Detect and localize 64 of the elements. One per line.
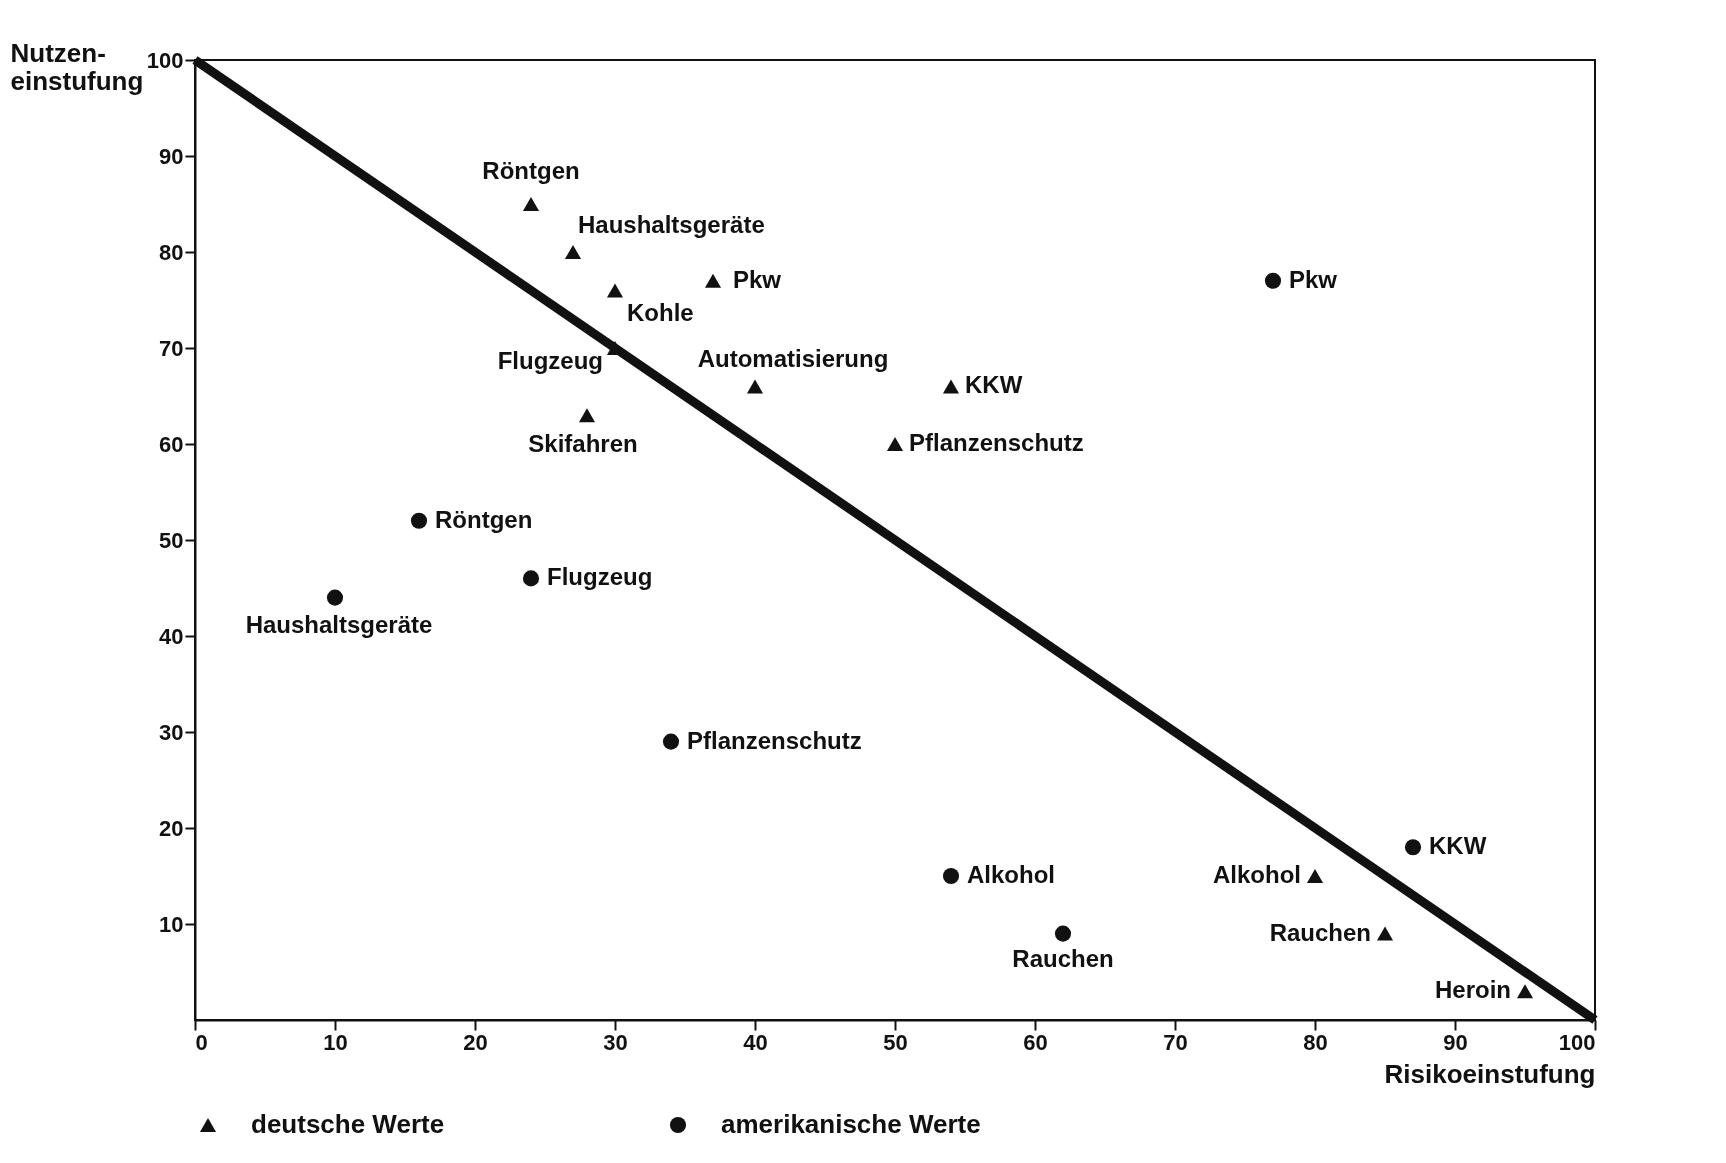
x-tick-label: 90 xyxy=(1443,1029,1468,1055)
point xyxy=(1376,926,1394,941)
annotation: Rauchen xyxy=(1012,944,1114,972)
x-tick-label: 60 xyxy=(1023,1029,1048,1055)
point xyxy=(662,733,680,750)
x-tick-label: 80 xyxy=(1303,1029,1328,1055)
annotation: Kohle xyxy=(627,299,694,327)
annotation: Pflanzenschutz xyxy=(687,726,862,754)
point xyxy=(522,197,540,211)
y-tick-label: 40 xyxy=(159,623,184,649)
point xyxy=(942,379,960,394)
point xyxy=(578,408,596,423)
annotation: Haushaltsgeräte xyxy=(245,610,433,638)
annotation: Flugzeug xyxy=(497,347,603,374)
y-tick-label: 50 xyxy=(159,527,184,553)
point xyxy=(746,379,764,394)
annotation: KKW xyxy=(965,371,1023,399)
point xyxy=(704,273,722,288)
point xyxy=(564,245,582,259)
y-tick-label: 30 xyxy=(159,719,184,745)
x-tick-label: 10 xyxy=(323,1029,348,1055)
point xyxy=(410,512,428,529)
point xyxy=(522,570,540,587)
point xyxy=(1516,984,1534,999)
point xyxy=(942,867,960,885)
x-tick-label: 70 xyxy=(1163,1029,1188,1055)
annotation: Alkohol xyxy=(1213,861,1301,888)
annotation: Pflanzenschutz xyxy=(909,429,1084,456)
annotation: Röntgen xyxy=(482,157,580,184)
annotation: Pkw xyxy=(1289,265,1338,293)
point xyxy=(1054,925,1072,942)
y-tick-label: 10 xyxy=(159,911,184,937)
annotation: Skifahren xyxy=(528,430,638,458)
annotation: Röntgen xyxy=(435,505,533,533)
annotation: Haushaltsgeräte xyxy=(578,211,765,238)
x-tick-label: 40 xyxy=(743,1029,768,1055)
annotation: Heroin xyxy=(1434,976,1511,1004)
y-tick-label: 70 xyxy=(159,335,184,361)
x-axis-title: Risikoeinstufung xyxy=(1384,1058,1596,1089)
x-tick-label: 0 xyxy=(195,1029,208,1055)
y-tick-label: 100 xyxy=(146,47,184,73)
x-tick-label: 20 xyxy=(463,1029,488,1055)
annotation: KKW xyxy=(1429,832,1487,860)
point xyxy=(1306,869,1324,883)
y-tick-label: 20 xyxy=(159,815,184,841)
x-tick-label: 100 xyxy=(1558,1029,1596,1055)
annotation: Automatisierung xyxy=(697,345,889,373)
point xyxy=(1404,839,1422,856)
point xyxy=(606,283,624,298)
x-tick-label: 50 xyxy=(883,1029,908,1055)
y-tick-label: 90 xyxy=(159,143,184,169)
point xyxy=(326,589,344,606)
annotation: Rauchen xyxy=(1269,918,1371,946)
legend-label: deutsche Werte xyxy=(251,1109,445,1139)
annotation: Pkw xyxy=(733,265,782,293)
y-axis-title: Nutzen- einstufung xyxy=(10,37,144,96)
y-tick-label: 80 xyxy=(159,239,184,265)
point xyxy=(1264,272,1282,289)
y-tick-label: 60 xyxy=(159,431,184,457)
annotation: Alkohol xyxy=(967,861,1055,888)
point xyxy=(886,437,904,451)
legend-label: amerikanische Werte xyxy=(721,1109,981,1139)
x-tick-label: 30 xyxy=(603,1029,628,1055)
annotation: Flugzeug xyxy=(547,563,653,591)
